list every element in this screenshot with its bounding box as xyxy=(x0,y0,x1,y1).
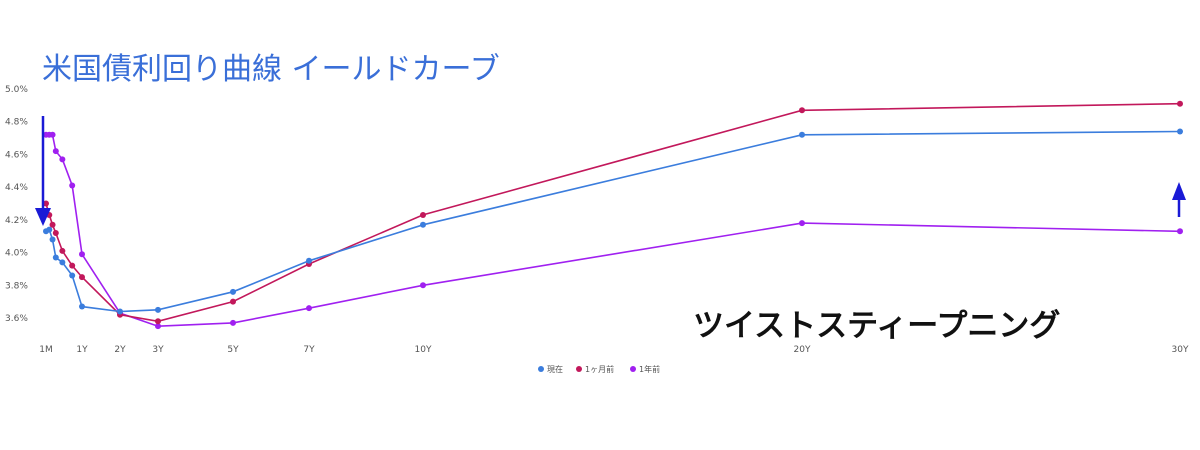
data-point xyxy=(79,274,85,281)
x-tick-label: 2Y xyxy=(114,345,126,355)
data-point xyxy=(230,288,236,295)
data-point xyxy=(46,226,53,233)
series-line xyxy=(46,134,1181,328)
x-tick-label: 1M xyxy=(39,345,53,355)
data-point xyxy=(155,318,161,325)
data-point xyxy=(799,220,805,227)
y-tick-label: 4.0% xyxy=(5,249,28,259)
down-arrow-head xyxy=(35,208,51,226)
data-point xyxy=(69,182,76,189)
data-point xyxy=(306,257,312,264)
data-point xyxy=(230,319,236,326)
x-tick-label: 3Y xyxy=(152,345,164,355)
legend-marker xyxy=(630,366,636,372)
legend-marker xyxy=(576,366,582,372)
data-point xyxy=(43,200,49,207)
data-point xyxy=(79,303,85,310)
data-point xyxy=(420,221,426,228)
data-point xyxy=(420,211,426,218)
up-arrow-head xyxy=(1172,182,1186,200)
data-point xyxy=(59,259,66,266)
data-point xyxy=(155,306,161,313)
data-point xyxy=(49,131,56,138)
y-tick-label: 4.8% xyxy=(5,118,28,128)
data-point xyxy=(799,107,805,114)
x-tick-label: 7Y xyxy=(303,345,315,355)
data-point xyxy=(69,262,76,269)
y-tick-label: 5.0% xyxy=(5,85,28,95)
data-point xyxy=(59,247,66,254)
legend-label: 1年前 xyxy=(639,364,660,374)
legend-marker xyxy=(538,366,544,372)
data-point xyxy=(1177,100,1183,107)
x-tick-label: 1Y xyxy=(76,345,88,355)
y-tick-label: 3.6% xyxy=(5,314,28,324)
y-tick-label: 4.4% xyxy=(5,183,28,193)
data-point xyxy=(1177,128,1183,135)
data-point xyxy=(799,131,805,138)
data-point xyxy=(49,236,56,243)
data-point xyxy=(306,305,312,312)
data-point xyxy=(49,221,56,228)
data-point xyxy=(59,156,66,163)
data-point xyxy=(79,251,85,258)
x-tick-label: 30Y xyxy=(1172,345,1189,355)
x-axis: 1M 1Y 2Y 3Y 5Y 7Y 10Y 20Y 30Y xyxy=(39,345,1189,355)
y-tick-label: 4.2% xyxy=(5,216,28,226)
x-tick-label: 10Y xyxy=(415,345,432,355)
series-layer xyxy=(43,100,1183,330)
chart-title: 米国債利回り曲線 イールドカーブ xyxy=(42,52,500,87)
data-point xyxy=(230,298,236,305)
data-point xyxy=(155,323,161,330)
data-point xyxy=(1177,228,1183,235)
y-tick-label: 4.6% xyxy=(5,150,28,160)
data-point xyxy=(52,148,59,155)
data-point xyxy=(52,254,59,261)
annotation-text: ツイストスティープニング xyxy=(693,308,1061,344)
legend: 現在 1ヶ月前 1年前 xyxy=(538,364,660,374)
y-axis: 5.0% 4.8% 4.6% 4.4% 4.2% 4.0% 3.8% 3.6% xyxy=(5,85,28,324)
x-tick-label: 20Y xyxy=(794,345,811,355)
series-line xyxy=(45,130,1181,313)
legend-label: 現在 xyxy=(547,364,563,374)
data-point xyxy=(420,282,426,289)
data-point xyxy=(117,308,123,315)
data-point xyxy=(69,272,76,279)
arrows xyxy=(35,116,1186,226)
legend-label: 1ヶ月前 xyxy=(585,364,614,374)
x-tick-label: 5Y xyxy=(227,345,239,355)
y-tick-label: 3.8% xyxy=(5,281,28,291)
data-point xyxy=(52,229,59,236)
series-line xyxy=(45,102,1181,323)
